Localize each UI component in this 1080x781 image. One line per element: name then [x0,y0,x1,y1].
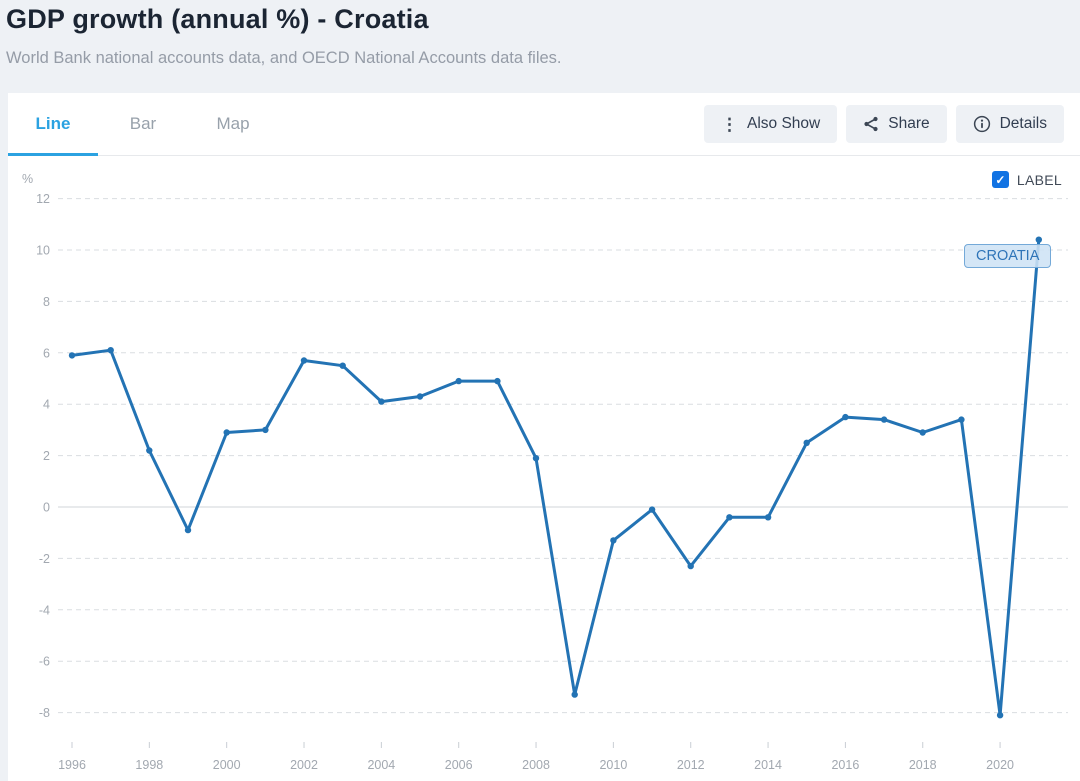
gridlines-group [58,198,1068,714]
svg-text:4: 4 [43,398,50,412]
svg-text:1998: 1998 [135,758,163,772]
page-title: GDP growth (annual %) - Croatia [6,4,429,34]
svg-text:12: 12 [36,192,50,206]
svg-text:0: 0 [43,501,50,515]
svg-text:2020: 2020 [986,758,1014,772]
svg-text:2002: 2002 [290,758,318,772]
kebab-vertical-icon: ⋮ [721,114,738,134]
svg-text:10: 10 [36,244,50,258]
toolbar: ⋮ Also Show Share [704,105,1080,143]
tab-bar-chart[interactable]: Bar [129,114,157,133]
data-line-croatia [70,238,1041,717]
y-axis-labels: 12 10 8 6 4 2 0 -2 -4 -6 -8 [36,192,50,720]
x-axis-labels: 1996 1998 2000 2002 2004 2006 2008 2010 2012 2014… [58,758,1014,772]
svg-text:2000: 2000 [213,758,241,772]
svg-text:8: 8 [43,295,50,309]
checkmark-icon: ✓ [995,172,1006,187]
share-label: Share [888,115,930,132]
header: GDP growth (annual %) - Croatia World Ba… [0,0,1080,68]
svg-text:2012: 2012 [677,758,705,772]
share-nodes-icon [863,116,879,132]
label-checkbox[interactable]: ✓ [991,171,1009,188]
svg-text:2006: 2006 [445,758,473,772]
tab-bar: Line Bar Map ⋮ Also Show [8,93,1080,156]
svg-text:2010: 2010 [599,758,627,772]
details-label: Details [999,115,1047,132]
line-chart: 12 10 8 6 4 2 0 -2 -4 -6 -8% 1996 1998 2000 2002 2004 20… [22,172,1068,772]
chart-area: 12 10 8 6 4 2 0 -2 -4 -6 -8% 1996 1998 2000 2002 2004 20… [8,155,1080,781]
legend-label: LABEL [1016,171,1062,188]
tab-line[interactable]: Line [8,93,98,156]
chart-card: Line Bar Map ⋮ Also Show [8,93,1080,781]
info-circle-icon [973,115,991,133]
legend-item-croatia[interactable]: ✓ LABEL [991,171,1062,188]
tab-map[interactable]: Map [216,114,250,133]
svg-text:2008: 2008 [522,758,550,772]
svg-text:-4: -4 [39,603,50,617]
x-axis-ticks [71,742,1001,748]
page-subtitle: World Bank national accounts data, and O… [6,49,562,67]
svg-text:2: 2 [43,449,50,463]
series-label-croatia: CROATIA [964,244,1052,268]
also-show-label: Also Show [747,115,821,132]
also-show-button[interactable]: ⋮ Also Show [704,105,838,143]
svg-text:-2: -2 [39,552,50,566]
svg-text:-6: -6 [39,655,50,669]
svg-text:2018: 2018 [909,758,937,772]
svg-text:-8: -8 [39,706,50,720]
y-axis-unit: % [22,172,33,186]
svg-text:2014: 2014 [754,758,782,772]
svg-text:2004: 2004 [367,758,395,772]
data-points-croatia [68,236,1043,719]
details-button[interactable]: Details [955,105,1064,143]
share-button[interactable]: Share [846,105,947,143]
svg-text:1996: 1996 [58,758,86,772]
svg-text:2016: 2016 [831,758,859,772]
svg-text:6: 6 [43,346,50,360]
